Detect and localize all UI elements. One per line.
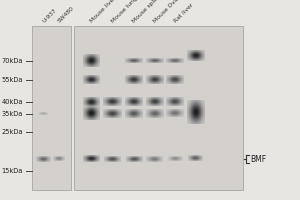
Text: 40kDa: 40kDa	[2, 99, 23, 105]
Text: BMF: BMF	[250, 154, 266, 164]
Text: 15kDa: 15kDa	[2, 168, 23, 174]
Text: 55kDa: 55kDa	[2, 77, 23, 83]
Bar	[74, 26, 243, 190]
Text: Mouse spleen: Mouse spleen	[132, 0, 165, 24]
Text: Mouse lung: Mouse lung	[110, 0, 139, 24]
Text: Mouse Ovary: Mouse Ovary	[152, 0, 184, 24]
Text: 35kDa: 35kDa	[2, 111, 23, 117]
Bar	[32, 26, 70, 190]
Text: Mouse liver: Mouse liver	[89, 0, 118, 24]
Text: Rat liver: Rat liver	[173, 3, 194, 24]
Text: SW480: SW480	[57, 6, 75, 24]
Text: 25kDa: 25kDa	[2, 129, 23, 135]
Text: 70kDa: 70kDa	[2, 58, 23, 64]
Text: U-937: U-937	[41, 8, 58, 24]
